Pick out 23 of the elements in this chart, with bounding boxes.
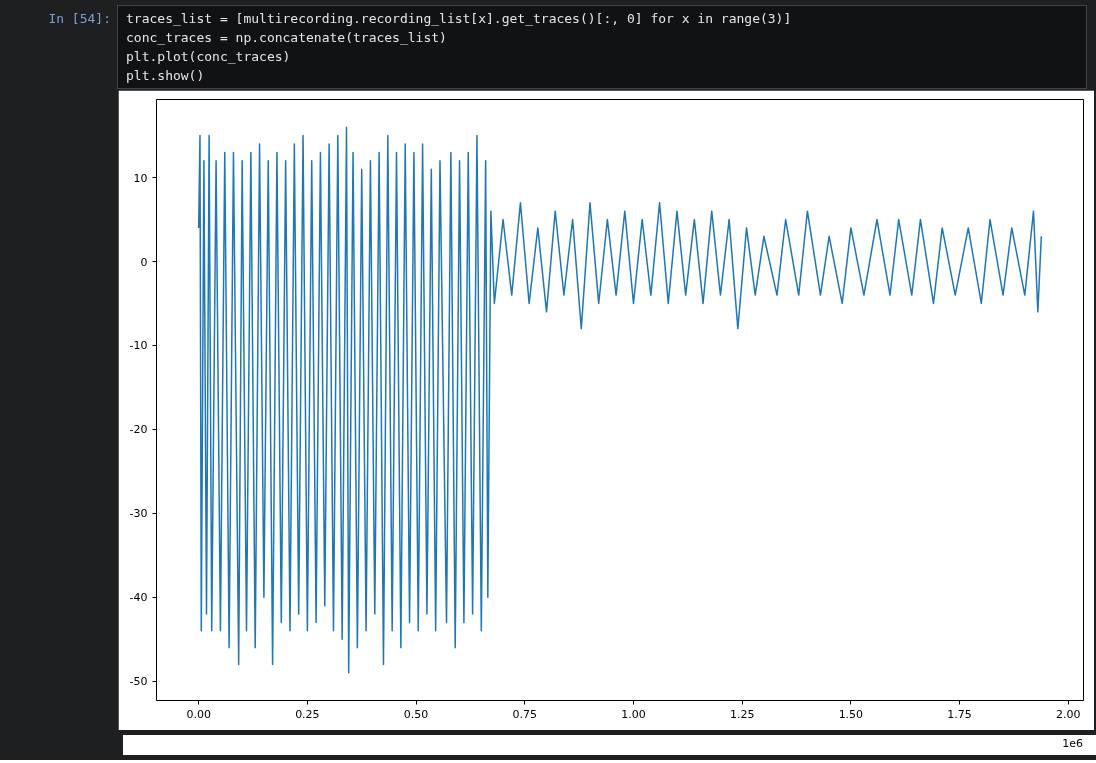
- text: conc_traces = np.concatenate(traces_list): [126, 30, 447, 45]
- x-tick-label: 0.75: [512, 707, 538, 721]
- text: In [54]:: [47, 10, 112, 28]
- y-tick-label: -50: [129, 675, 148, 689]
- y-tick-label: -30: [129, 507, 148, 521]
- y-tick-label: -20: [129, 423, 148, 437]
- x-tick-label: 1.75: [947, 707, 972, 721]
- y-tick-label: 10: [133, 171, 148, 185]
- x-tick-label: 1.50: [838, 707, 864, 721]
- y-tick-label: -40: [129, 591, 148, 605]
- text: 1e6: [1061, 736, 1083, 752]
- text: plt.plot(conc_traces): [126, 49, 291, 64]
- x-tick-label: 0.00: [186, 707, 211, 721]
- y-tick-label: -10: [129, 339, 148, 353]
- text: plt.show(): [126, 68, 205, 83]
- x-tick-label: 1.25: [729, 707, 755, 721]
- x-tick-label: 0.25: [295, 707, 320, 721]
- x-tick-label: 2.00: [1056, 707, 1081, 721]
- x-tick-label: 1.00: [621, 707, 646, 721]
- y-tick-label: 0: [140, 255, 148, 269]
- text: traces_list = [multirecording.recording_list[x].get_traces()[:, 0] for x in range(3)]: [126, 11, 792, 26]
- line-series: [197, 126, 1043, 674]
- x-tick-label: 0.50: [403, 707, 429, 721]
